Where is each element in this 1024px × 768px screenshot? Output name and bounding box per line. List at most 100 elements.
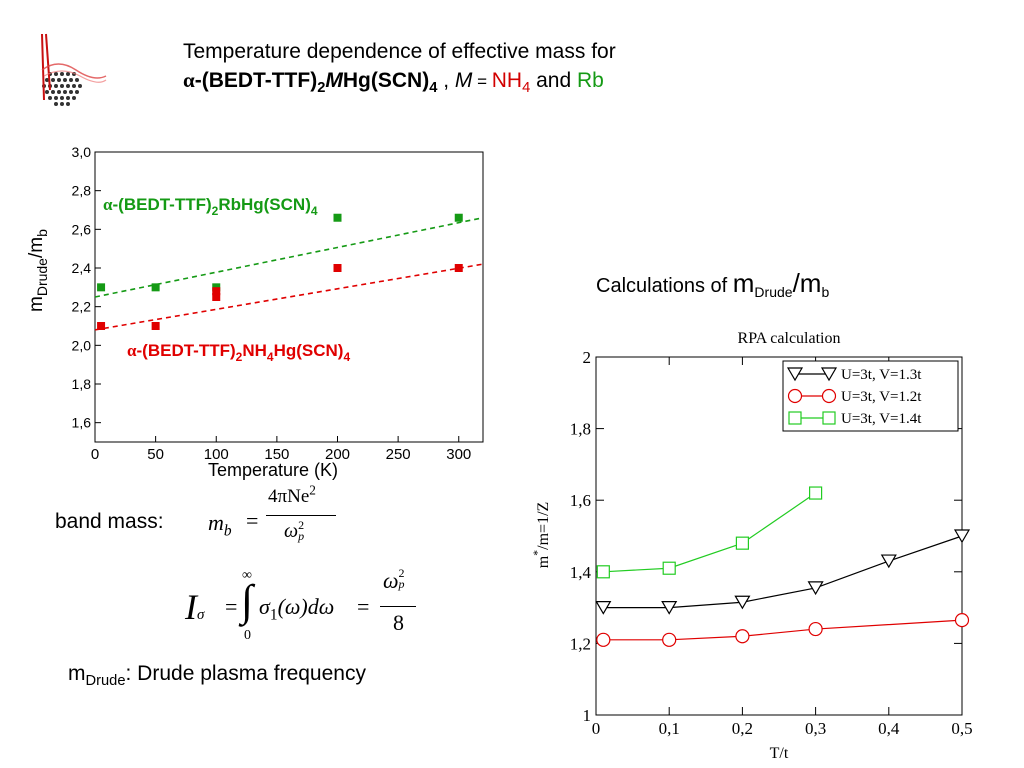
- y-tick-label: 1,6: [72, 415, 92, 431]
- rpa-chart: RPA calculation 0 0,1 0,2 0,3 0,4 0,5 1 1,2 1,4 1…: [530, 330, 973, 762]
- formula-equals: =: [246, 508, 259, 533]
- integral-upper-limit: ∞: [242, 568, 252, 583]
- compound-part: Hg(SCN): [342, 69, 430, 92]
- fraction-bar: [266, 515, 336, 516]
- data-point: [662, 632, 677, 647]
- integral-fraction-bar: [380, 606, 416, 607]
- y-tick-label: 2,6: [72, 221, 92, 237]
- legend-label: U=3t, V=1.4t: [841, 411, 922, 427]
- metal-symbol: M: [325, 69, 343, 92]
- compound-part: -(BEDT-TTF): [194, 69, 318, 92]
- integral-equals-2: =: [357, 594, 370, 619]
- trend-line: [94, 263, 484, 331]
- legend-marker: [820, 367, 838, 382]
- and-text: and: [530, 69, 577, 92]
- data-point: [734, 595, 751, 610]
- logo-icon: [41, 33, 107, 106]
- formula-denominator: ω: [284, 520, 299, 542]
- integral-sigma-sub: σ: [197, 607, 205, 623]
- x-tick-label: 200: [325, 446, 350, 463]
- data-point: [333, 264, 342, 272]
- metal-symbol: M: [454, 69, 473, 92]
- data-point: [661, 601, 678, 615]
- legend-marker: [822, 411, 836, 425]
- y-tick-label: 2,0: [72, 337, 92, 353]
- integral-numerator: ω: [383, 568, 399, 593]
- data-point: [807, 581, 824, 596]
- data-point: [596, 632, 611, 647]
- data-point: [596, 565, 610, 579]
- data-point: [212, 287, 221, 296]
- trend-line: [94, 216, 484, 298]
- y-tick-label: 2,8: [72, 183, 92, 199]
- data-point: [880, 554, 897, 569]
- data-point: [151, 322, 160, 330]
- formula-numerator: 4πNe: [268, 486, 310, 507]
- integral-lower-limit: 0: [244, 628, 251, 643]
- data-point: [151, 283, 160, 292]
- data-point: [735, 629, 750, 644]
- drude-note-m: m: [68, 662, 86, 685]
- series-line: [603, 492, 816, 573]
- y-tick-label: 1,2: [570, 634, 591, 653]
- y-tick-label: 1,6: [570, 491, 591, 510]
- y-tick-label: 3,0: [72, 144, 92, 160]
- calculations-heading: Calculations of mDrude/mb: [596, 268, 829, 299]
- data-point: [595, 601, 612, 615]
- calc-mid: /m: [792, 268, 822, 298]
- page-title: Temperature dependence of effective mass…: [183, 38, 616, 96]
- integral-numerator-sub: p: [398, 577, 405, 591]
- red-series-label: α-(BEDT-TTF)2NH4Hg(SCN)4: [127, 341, 350, 364]
- left-y-axis-label: mDrude/mb: [26, 229, 50, 312]
- y-tick-label: 2,2: [72, 299, 92, 315]
- x-tick-label: 0,4: [878, 719, 900, 738]
- drude-note: mDrude: Drude plasma frequency: [68, 662, 366, 688]
- integral-denominator: 8: [393, 610, 404, 635]
- x-tick-label: 300: [446, 446, 471, 463]
- data-point: [662, 561, 676, 575]
- data-point: [735, 536, 749, 550]
- title-line-1: Temperature dependence of effective mass…: [183, 40, 616, 63]
- data-point: [333, 213, 342, 222]
- integral-numerator-sup: 2: [398, 566, 405, 580]
- y-tick-label: 1,8: [570, 420, 591, 439]
- y-tick-label: 1,4: [570, 563, 592, 582]
- data-point: [454, 264, 463, 272]
- x-tick-label: 250: [386, 446, 411, 463]
- integrand-sub: 1: [269, 606, 278, 624]
- legend-marker: [787, 388, 803, 404]
- subscript: 2: [317, 80, 326, 97]
- right-y-axis-label: m*/m=1/Z: [530, 502, 552, 569]
- right-x-axis-label: T/t: [770, 745, 789, 762]
- data-point: [454, 213, 463, 222]
- x-tick-label: 0,5: [951, 719, 972, 738]
- integrand-rest: (ω)dω: [277, 594, 335, 619]
- y-tick-label: 1,8: [72, 376, 92, 392]
- integral-I: I: [185, 587, 197, 627]
- title-line-2: α-(BEDT-TTF)2MHg(SCN)4 , M = NH4 and Rb: [183, 66, 616, 96]
- data-point: [97, 322, 106, 330]
- subscript: 4: [429, 80, 438, 97]
- integral-equals: =: [225, 594, 238, 619]
- drude-note-text: : Drude plasma frequency: [125, 662, 366, 685]
- band-mass-label: band mass:: [55, 510, 164, 533]
- x-tick-label: 0,3: [805, 719, 826, 738]
- y-tick-label: 1: [583, 706, 592, 725]
- data-point: [954, 613, 970, 628]
- calc-m: m: [732, 268, 755, 298]
- rpa-legend: U=3t, V=1.3t U=3t, V=1.2t U=3t, V=1.4t: [782, 360, 959, 432]
- x-tick-label: 0: [91, 446, 99, 463]
- denominator-sub: p: [298, 529, 305, 543]
- formula-b-sub: b: [223, 522, 232, 540]
- data-point: [809, 486, 823, 500]
- rb-label: Rb: [577, 69, 604, 92]
- series-line: [603, 619, 963, 641]
- nh-label: NH: [491, 69, 523, 92]
- data-point: [953, 529, 971, 544]
- data-point: [808, 621, 823, 637]
- denominator-sup: 2: [298, 518, 305, 532]
- legend-label: U=3t, V=1.2t: [841, 389, 922, 405]
- subscript: 4: [522, 80, 531, 97]
- legend-marker: [786, 367, 804, 382]
